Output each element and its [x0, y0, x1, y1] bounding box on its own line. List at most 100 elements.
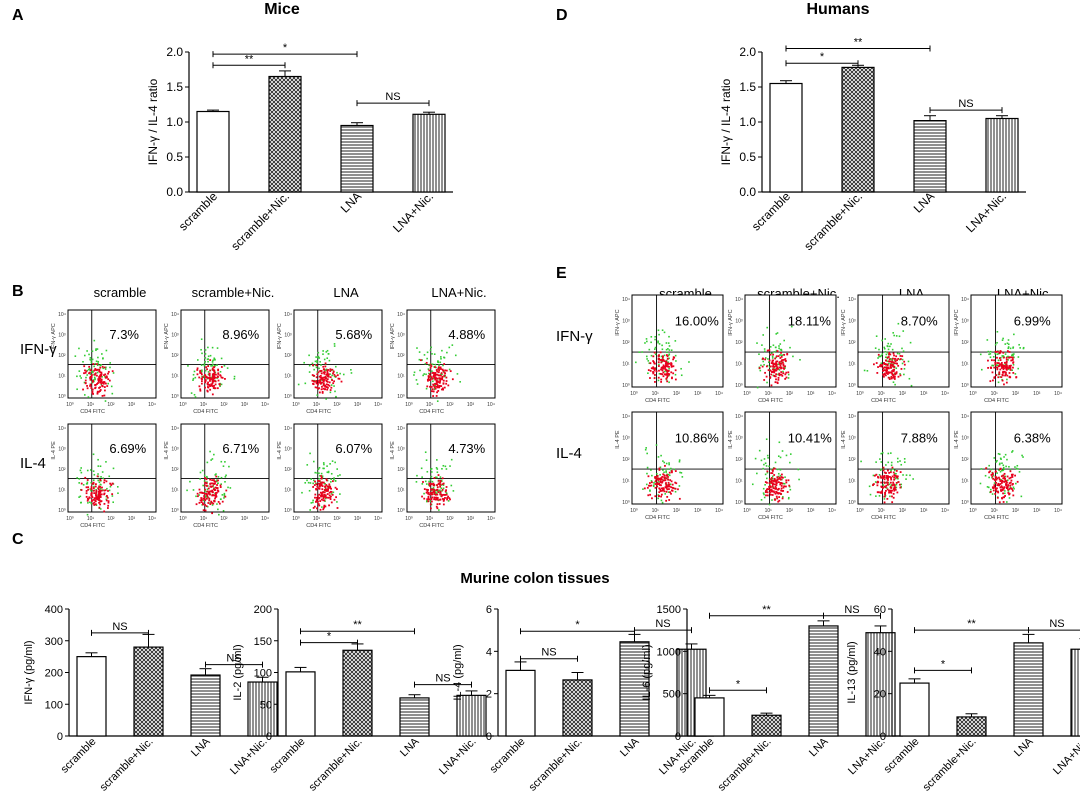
event-dot-positive [325, 351, 328, 353]
y-tick-label: 200 [254, 604, 272, 616]
event-dot-positive [767, 358, 769, 360]
event-dot-negative [311, 374, 314, 376]
event-dot-negative [872, 484, 874, 487]
event-dot-negative [92, 489, 95, 492]
event-dot-positive [423, 354, 426, 356]
event-dot-negative [653, 362, 656, 365]
event-dot-negative [84, 379, 87, 382]
event-dot-negative [775, 355, 778, 358]
event-dot-positive [210, 459, 212, 461]
event-dot-negative [785, 376, 788, 379]
event-dot-positive [771, 475, 774, 478]
event-dot-positive [451, 344, 454, 346]
event-dot-positive [894, 383, 896, 386]
event-dot-positive [452, 490, 455, 492]
event-dot-negative [780, 473, 783, 476]
event-dot-positive [891, 348, 894, 351]
event-dot-negative [206, 490, 209, 493]
event-dot-negative [773, 498, 776, 501]
event-dot-negative [779, 357, 782, 359]
event-dot-positive [860, 460, 862, 463]
event-dot-negative [103, 481, 106, 484]
event-dot-positive [425, 387, 428, 390]
event-dot-positive [896, 352, 899, 355]
event-dot-negative [99, 493, 102, 496]
event-dot-positive [908, 377, 911, 380]
event-dot-negative [217, 368, 220, 371]
significance-label: NS [435, 673, 450, 685]
event-dot-negative [783, 353, 786, 356]
event-dot-negative [777, 492, 780, 495]
event-dot-positive [1000, 479, 1003, 481]
event-dot-negative [668, 488, 670, 490]
event-dot-negative [421, 495, 423, 498]
event-dot-positive [316, 371, 319, 373]
event-dot-positive [317, 468, 320, 470]
event-dot-positive [334, 480, 337, 482]
event-dot-positive [317, 356, 319, 359]
event-dot-positive [895, 472, 897, 475]
event-dot-negative [892, 481, 895, 484]
event-dot-negative [888, 353, 890, 356]
event-dot-negative [217, 375, 219, 378]
event-dot-negative [1005, 367, 1008, 370]
event-dot-positive [770, 478, 772, 480]
event-dot-negative [101, 395, 104, 397]
event-dot-positive [1012, 486, 1015, 489]
event-dot-negative [777, 377, 780, 379]
event-dot-positive [789, 453, 792, 455]
y-tick-label: 10³ [622, 319, 630, 325]
event-dot-negative [322, 379, 325, 382]
event-dot-negative [430, 498, 433, 500]
event-dot-negative [992, 473, 994, 476]
event-dot-negative [443, 374, 446, 377]
event-dot-positive [772, 374, 775, 377]
event-dot-negative [429, 375, 432, 378]
event-dot-negative [892, 361, 895, 364]
event-dot-negative [1012, 494, 1015, 497]
event-dot-negative [659, 359, 662, 361]
event-dot-positive [766, 471, 769, 474]
event-dot-negative [784, 485, 787, 488]
event-dot-positive [1008, 497, 1011, 499]
y-tick-label: 1500 [657, 604, 681, 616]
event-dot-positive [334, 365, 337, 368]
event-dot-positive [201, 369, 203, 372]
event-dot-negative [776, 350, 779, 352]
event-dot-positive [878, 355, 880, 358]
event-dot-negative [781, 490, 784, 492]
event-dot-negative [666, 380, 669, 383]
y-tick-label: 10⁰ [961, 383, 969, 389]
y-tick-label: 10¹ [735, 362, 743, 368]
event-dot-positive [885, 353, 888, 356]
event-dot-negative [664, 479, 667, 482]
event-dot-negative [780, 371, 783, 373]
event-dot-negative [213, 369, 216, 372]
event-dot-negative [324, 365, 327, 368]
y-tick-label: 10² [961, 457, 969, 463]
event-dot-negative [787, 371, 790, 374]
plot-frame [744, 411, 837, 505]
event-dot-positive [663, 331, 666, 334]
event-dot-negative [778, 492, 781, 495]
event-dot-negative [83, 365, 86, 368]
event-dot-negative [224, 377, 226, 380]
event-dot-negative [207, 492, 210, 495]
event-dot-negative [99, 386, 101, 389]
event-dot-negative [318, 493, 321, 496]
event-dot-negative [321, 481, 324, 484]
event-dot-negative [667, 369, 670, 372]
event-dot-negative [318, 379, 320, 382]
event-dot-positive [213, 487, 215, 489]
event-dot-positive [664, 493, 667, 495]
event-dot-positive [201, 375, 203, 378]
event-dot-positive [91, 358, 94, 361]
event-dot-negative [312, 507, 315, 509]
event-dot-negative [1006, 475, 1009, 478]
event-dot-negative [201, 491, 204, 494]
event-dot-positive [1019, 347, 1021, 349]
event-dot-positive [439, 367, 441, 370]
event-dot-positive [872, 474, 875, 477]
event-dot-negative [995, 490, 998, 493]
event-dot-negative [208, 372, 211, 375]
